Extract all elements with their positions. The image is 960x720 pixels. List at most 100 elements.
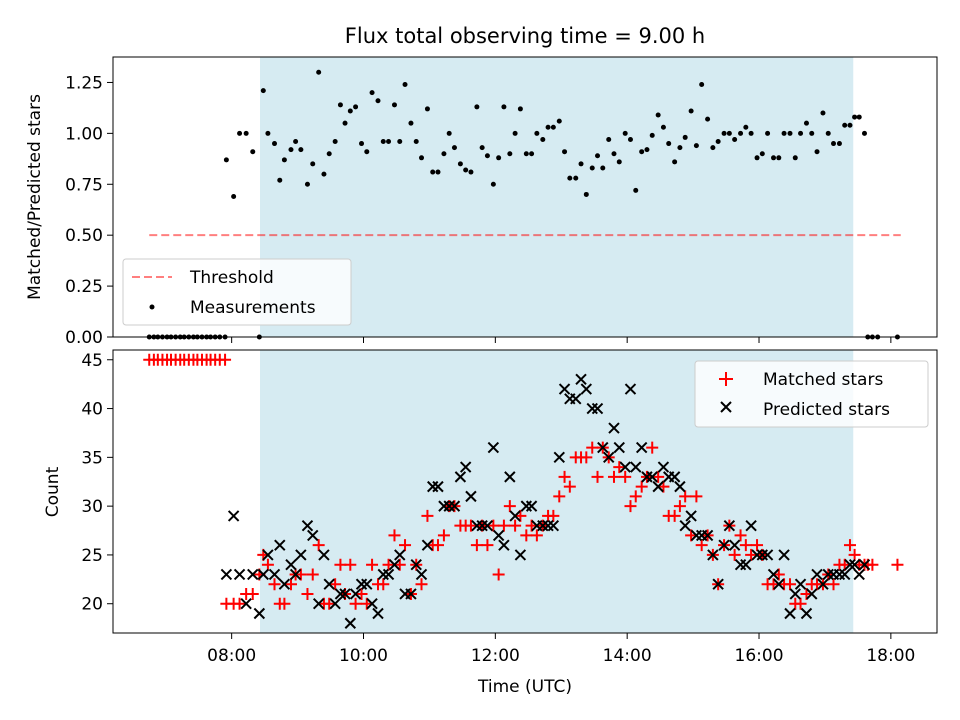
measurement-point [589, 165, 595, 171]
predicted-point [806, 588, 818, 600]
predicted-point [646, 471, 658, 483]
measurement-point [281, 157, 287, 163]
measurement-point [693, 143, 699, 149]
matched-point [679, 490, 692, 503]
bottom-ylabel: Count [43, 466, 63, 517]
matched-point [848, 548, 861, 561]
predicted-point [608, 422, 620, 434]
predicted-point [504, 471, 516, 483]
measurement-point [639, 149, 645, 155]
measurement-point [223, 157, 229, 163]
predicted-point [674, 480, 686, 493]
measurement-point [397, 139, 403, 145]
measurement-point [402, 81, 408, 87]
top-y-tick-label: 0.25 [65, 277, 103, 297]
x-axis-label: Time (UTC) [477, 677, 572, 697]
measurement-point [380, 139, 386, 145]
predicted-point [591, 402, 604, 415]
measurement-point [699, 81, 705, 87]
predicted-point [761, 549, 774, 561]
predicted-point [301, 519, 314, 532]
measurement-point [627, 136, 633, 142]
chart-title: Flux total observing time = 9.00 h [345, 24, 705, 48]
measurement-point [316, 69, 322, 75]
measurement-point [842, 122, 848, 128]
predicted-point [247, 568, 259, 581]
matched-point [635, 480, 648, 493]
predicted-point [487, 441, 500, 454]
predicted-point [778, 549, 790, 561]
matched-point [580, 451, 593, 464]
bottom-y-tick-label: 40 [81, 400, 103, 420]
measurement-point [820, 110, 826, 116]
measurement-point [852, 114, 858, 120]
measurement-point [622, 130, 628, 136]
measurement-point [771, 155, 777, 161]
predicted-point [295, 549, 307, 561]
measurement-point [583, 191, 589, 197]
measurement-point [413, 139, 419, 145]
measurement-point [479, 145, 485, 151]
matched-point [246, 587, 259, 600]
matched-point [268, 578, 281, 591]
bottom-y-tick-label: 25 [81, 546, 103, 566]
matched-point [470, 539, 483, 552]
predicted-point [740, 558, 752, 571]
measurement-point [861, 130, 867, 136]
measurement-point [600, 165, 606, 171]
matched-point [464, 519, 477, 532]
measurement-point [353, 104, 359, 110]
measurement-point [375, 98, 381, 104]
predicted-point [844, 558, 856, 571]
predicted-point [329, 598, 341, 610]
predicted-point [227, 510, 240, 522]
measurement-point [847, 122, 853, 128]
bottom-y-tick-label: 20 [81, 595, 103, 615]
measurement-point [463, 167, 469, 173]
measurement-point [545, 124, 551, 130]
matched-point [382, 558, 395, 571]
matched-point [509, 519, 522, 532]
measurement-point [831, 141, 837, 147]
matched-point [399, 539, 412, 552]
measurement-point [517, 106, 523, 112]
predicted-point [344, 617, 357, 629]
matched-point [690, 490, 703, 503]
legend-matched-swatch [719, 372, 733, 386]
legend-predicted-swatch [720, 401, 732, 413]
matched-point [497, 519, 510, 532]
measurement-point [677, 145, 683, 151]
measurement-point [738, 130, 744, 136]
predicted-point [707, 549, 719, 561]
matched-point [843, 539, 856, 552]
measurement-point [649, 132, 655, 138]
matched-point [431, 539, 444, 552]
measurement-point [496, 155, 502, 161]
matched-point [668, 509, 681, 522]
predicted-point [547, 519, 560, 532]
measurement-point [814, 149, 820, 155]
measurement-point [765, 130, 771, 136]
measurement-point [326, 151, 332, 157]
matched-point [613, 461, 626, 474]
measurement-point [556, 118, 562, 124]
predicted-point [858, 558, 871, 571]
matched-point [492, 568, 505, 581]
predicted-point [728, 539, 741, 551]
top-frame [112, 56, 938, 338]
predicted-point [410, 558, 422, 571]
predicted-point [240, 598, 252, 610]
matched-point [349, 597, 362, 610]
measurement-point [342, 120, 348, 126]
measurement-point [451, 145, 457, 151]
x-tick-label: 14:00 [603, 646, 652, 666]
predicted-point [811, 568, 823, 581]
predicted-point [492, 529, 505, 542]
top-y-tick-label: 0.00 [65, 328, 103, 348]
predicted-point [657, 461, 670, 473]
bottom-x-axis: 08:00 10:00 12:00 14:00 16:00 18:00 [207, 633, 915, 666]
predicted-point [558, 383, 571, 395]
predicted-point [679, 519, 691, 532]
matched-point [437, 529, 450, 542]
measurement-point [754, 155, 760, 161]
